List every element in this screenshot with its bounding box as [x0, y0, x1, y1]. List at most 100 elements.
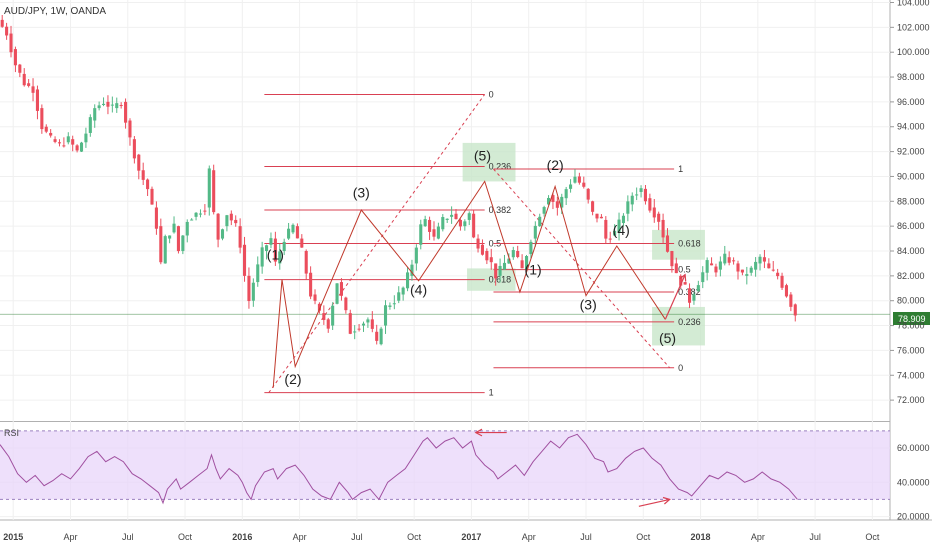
rsi-tick-label: 20.0000 — [897, 512, 930, 522]
candle-down — [480, 244, 484, 255]
candle-down — [370, 319, 374, 329]
candle-up — [507, 258, 511, 264]
price-tick-label: 88.000 — [897, 196, 925, 206]
candle-down — [687, 288, 692, 303]
candle-down — [44, 126, 48, 132]
candle-down — [608, 238, 612, 240]
candle-up — [181, 235, 185, 252]
candle-up — [626, 201, 630, 214]
candle-down — [476, 238, 480, 249]
candle-up — [194, 212, 198, 217]
time-tick-label: 2018 — [691, 532, 711, 542]
candle-down — [714, 266, 718, 273]
candle-up — [436, 226, 440, 239]
candle-down — [242, 244, 247, 276]
candle-up — [692, 294, 696, 301]
candle-up — [198, 213, 203, 215]
time-tick-label: Jul — [351, 532, 363, 542]
price-arrow-head — [679, 273, 687, 282]
candle-up — [256, 264, 260, 283]
rsi-tick-label: 60.0000 — [897, 443, 930, 453]
current-price-tag-bg — [893, 312, 930, 325]
waves-layer: (1) (2) (3) (4) (5) (1) (2) (3) (4) (5) — [267, 147, 687, 388]
candle-down — [295, 226, 299, 239]
candle-down — [591, 201, 595, 212]
candle-down — [75, 145, 79, 151]
candle-up — [546, 197, 551, 205]
price-tick-label: 100.000 — [897, 47, 930, 57]
candle-up — [251, 282, 255, 301]
candle-up — [749, 267, 753, 273]
time-tick-label: Oct — [407, 532, 422, 542]
candle-up — [529, 241, 533, 255]
candle-up — [84, 133, 88, 143]
candle-down — [339, 282, 344, 296]
candle-down — [776, 272, 780, 277]
candle-down — [309, 272, 313, 297]
fib-level-label: 0 — [678, 363, 683, 373]
candle-up — [207, 168, 211, 208]
candle-down — [154, 207, 158, 229]
candle-up — [220, 229, 225, 239]
fib-level-label: 0.236 — [678, 317, 701, 327]
fib-diagonal — [493, 168, 671, 369]
price-tick-label: 76.000 — [897, 345, 925, 355]
candle-up — [110, 104, 114, 106]
rsi-line — [0, 433, 798, 505]
wave-label: (3) — [353, 185, 370, 201]
candle-up — [392, 303, 396, 305]
candle-down — [234, 219, 238, 224]
fib-level-label: 0.236 — [489, 162, 512, 172]
time-tick-label: 2017 — [461, 532, 481, 542]
candle-down — [317, 303, 321, 311]
fib-level-label: 0.618 — [678, 239, 701, 249]
candle-up — [366, 319, 370, 323]
candle-up — [635, 194, 639, 196]
wave-label: (1) — [267, 247, 284, 263]
candle-down — [665, 235, 670, 252]
time-tick-label: Apr — [522, 532, 536, 542]
candle-down — [710, 263, 714, 266]
candle-down — [727, 257, 731, 263]
wave-label: (2) — [284, 371, 301, 387]
candle-down — [599, 216, 603, 219]
candle-down — [13, 49, 17, 66]
candles-layer — [0, 15, 797, 346]
candle-up — [758, 256, 762, 264]
candle-down — [203, 210, 207, 212]
time-tick-label: Jul — [580, 532, 592, 542]
candle-up — [705, 260, 709, 273]
current-price-tag: 78.909 — [898, 314, 926, 324]
wave-label: (1) — [525, 262, 542, 278]
price-tick-label: 78.000 — [897, 321, 925, 331]
candle-up — [701, 272, 705, 283]
candle-down — [679, 275, 683, 286]
candle-up — [445, 218, 449, 220]
candle-up — [93, 108, 97, 121]
fib-level-label: 1 — [678, 164, 683, 174]
candle-up — [569, 184, 573, 189]
time-tick-label: Apr — [751, 532, 765, 542]
price-tick-label: 92.000 — [897, 147, 925, 157]
candle-up — [172, 223, 176, 233]
candle-up — [723, 253, 727, 264]
candle-up — [388, 305, 392, 307]
candle-up — [269, 238, 273, 245]
time-tick-label: Apr — [63, 532, 77, 542]
price-tick-label: 82.000 — [897, 271, 925, 281]
axes-layer: AUD/JPY, 1W, OANDA RSI 78.909 104.000102… — [3, 0, 930, 542]
candle-up — [560, 196, 564, 208]
candle-down — [674, 263, 678, 274]
candle-down — [40, 108, 44, 130]
candle-up — [97, 105, 101, 109]
candle-down — [322, 313, 326, 320]
candle-up — [291, 224, 295, 233]
chart-title: AUD/JPY, 1W, OANDA — [4, 6, 106, 17]
time-tick-label: Oct — [178, 532, 193, 542]
candle-up — [397, 292, 401, 301]
rsi-label: RSI — [4, 428, 19, 438]
price-tick-label: 72.000 — [897, 395, 925, 405]
candle-down — [124, 101, 128, 123]
